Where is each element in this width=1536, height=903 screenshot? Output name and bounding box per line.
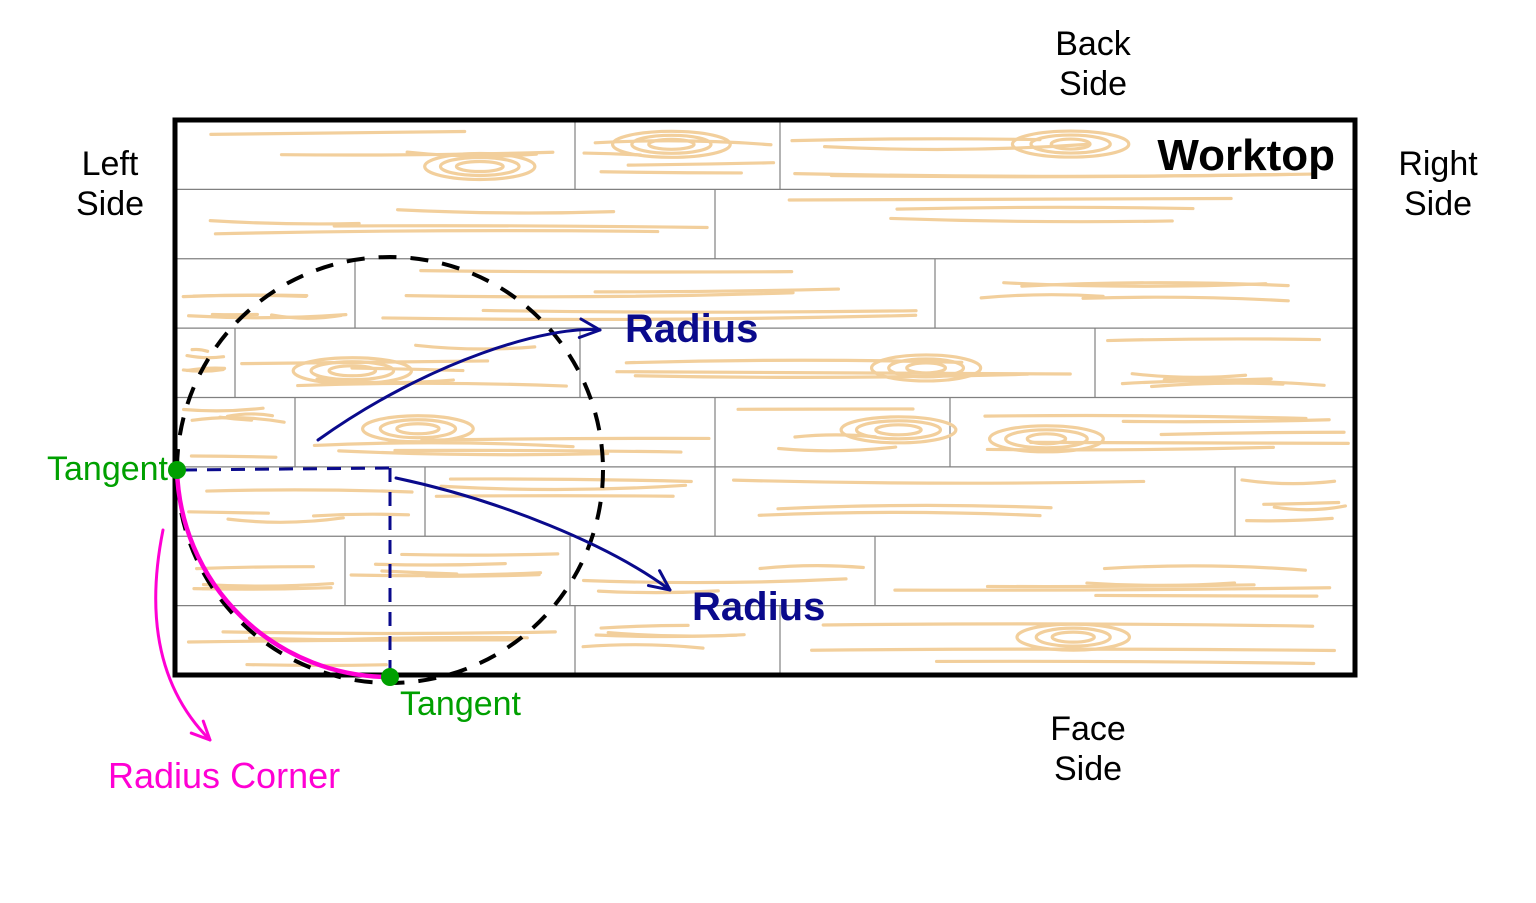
wood-grain <box>375 564 505 565</box>
wood-grain <box>1264 503 1339 505</box>
wood-grain <box>192 349 207 351</box>
wood-grain <box>250 638 501 640</box>
wood-grain <box>1096 595 1317 596</box>
wood-grain <box>895 588 1330 590</box>
wood-grain <box>897 207 1193 209</box>
wood-knot <box>456 161 503 171</box>
label-radius_lower: Radius <box>692 585 825 629</box>
wood-grain <box>789 199 1231 200</box>
wood-grain <box>334 226 707 228</box>
wood-grain <box>215 231 657 234</box>
wood-grain <box>210 221 359 224</box>
wood-grain <box>207 490 412 492</box>
wood-grain <box>398 210 614 213</box>
wood-grain <box>985 416 1306 419</box>
arrowhead <box>648 571 670 590</box>
wood-grain <box>792 139 1040 141</box>
wood-grain <box>402 554 558 555</box>
wood-grain <box>1152 383 1283 386</box>
wood-grain <box>760 566 863 569</box>
wood-grain <box>422 438 709 440</box>
wood-knot <box>907 363 946 373</box>
wood-grain <box>450 479 691 482</box>
wood-grain <box>1123 420 1329 422</box>
wood-grain <box>778 505 1051 508</box>
tangent-point-left <box>168 461 186 479</box>
wood-grain <box>189 512 269 513</box>
wood-grain <box>891 218 1172 221</box>
wood-grain <box>595 289 838 292</box>
wood-knot <box>1052 632 1094 642</box>
wood-knot <box>1027 434 1065 444</box>
wood-grain <box>314 514 409 516</box>
wood-grain <box>1132 374 1245 378</box>
label-right_side_1: Right <box>1398 145 1478 183</box>
tangent-point-bottom <box>381 668 399 686</box>
label-left_side_2: Side <box>76 185 144 223</box>
wood-grain <box>227 414 272 416</box>
wood-grain <box>187 356 224 358</box>
wood-grain <box>734 480 1144 483</box>
wood-knot <box>876 425 921 435</box>
wood-knot <box>649 139 694 149</box>
wood-grain <box>416 345 535 349</box>
wood-grain <box>601 172 741 173</box>
label-radius_corner: Radius Corner <box>108 755 340 796</box>
wood-grain <box>1161 432 1344 434</box>
wood-grain <box>1108 339 1320 341</box>
wood-grain <box>191 456 275 457</box>
wood-grain <box>1105 566 1306 570</box>
label-face_side_2: Side <box>1054 750 1122 788</box>
wood-grain <box>211 132 465 135</box>
wood-grain <box>395 450 681 452</box>
wood-grain <box>421 271 792 272</box>
label-tangent_bottom: Tangent <box>400 685 522 723</box>
wood-grain <box>779 447 896 451</box>
label-back_side_2: Side <box>1059 65 1127 103</box>
wood-grain <box>314 443 573 447</box>
radius-corner-arc <box>177 470 390 677</box>
wood-grain <box>1274 506 1345 510</box>
wood-grain <box>1083 297 1288 301</box>
wood-grain <box>228 518 343 522</box>
wood-grain <box>382 571 457 574</box>
wood-grain <box>197 567 314 569</box>
wood-grain <box>988 585 1255 587</box>
wood-grain <box>608 633 737 637</box>
label-tangent_left: Tangent <box>47 450 169 488</box>
label-right_side_2: Side <box>1404 185 1472 223</box>
wood-grain <box>204 584 333 586</box>
wood-grain <box>584 579 846 583</box>
wood-grain <box>937 661 1314 663</box>
wood-grain <box>759 512 1040 515</box>
wood-grain <box>1242 480 1335 484</box>
label-back_side_1: Back <box>1055 25 1132 63</box>
wood-grain <box>628 163 773 165</box>
label-radius_upper: Radius <box>625 307 758 351</box>
label-face_side_1: Face <box>1050 710 1126 748</box>
wood-grain <box>1247 518 1333 520</box>
wood-grain <box>183 295 306 296</box>
label-worktop_title: Worktop <box>1157 131 1335 180</box>
wood-grain <box>825 144 1090 149</box>
wood-grain <box>441 485 685 489</box>
wood-grain <box>184 408 263 411</box>
wood-grain <box>601 625 688 628</box>
wood-knot <box>329 366 375 376</box>
label-left_side_1: Left <box>82 145 139 183</box>
wood-knot <box>397 424 439 434</box>
wood-grain <box>223 632 555 634</box>
radius-guide-horizontal <box>183 468 390 470</box>
wood-grain <box>583 645 703 648</box>
